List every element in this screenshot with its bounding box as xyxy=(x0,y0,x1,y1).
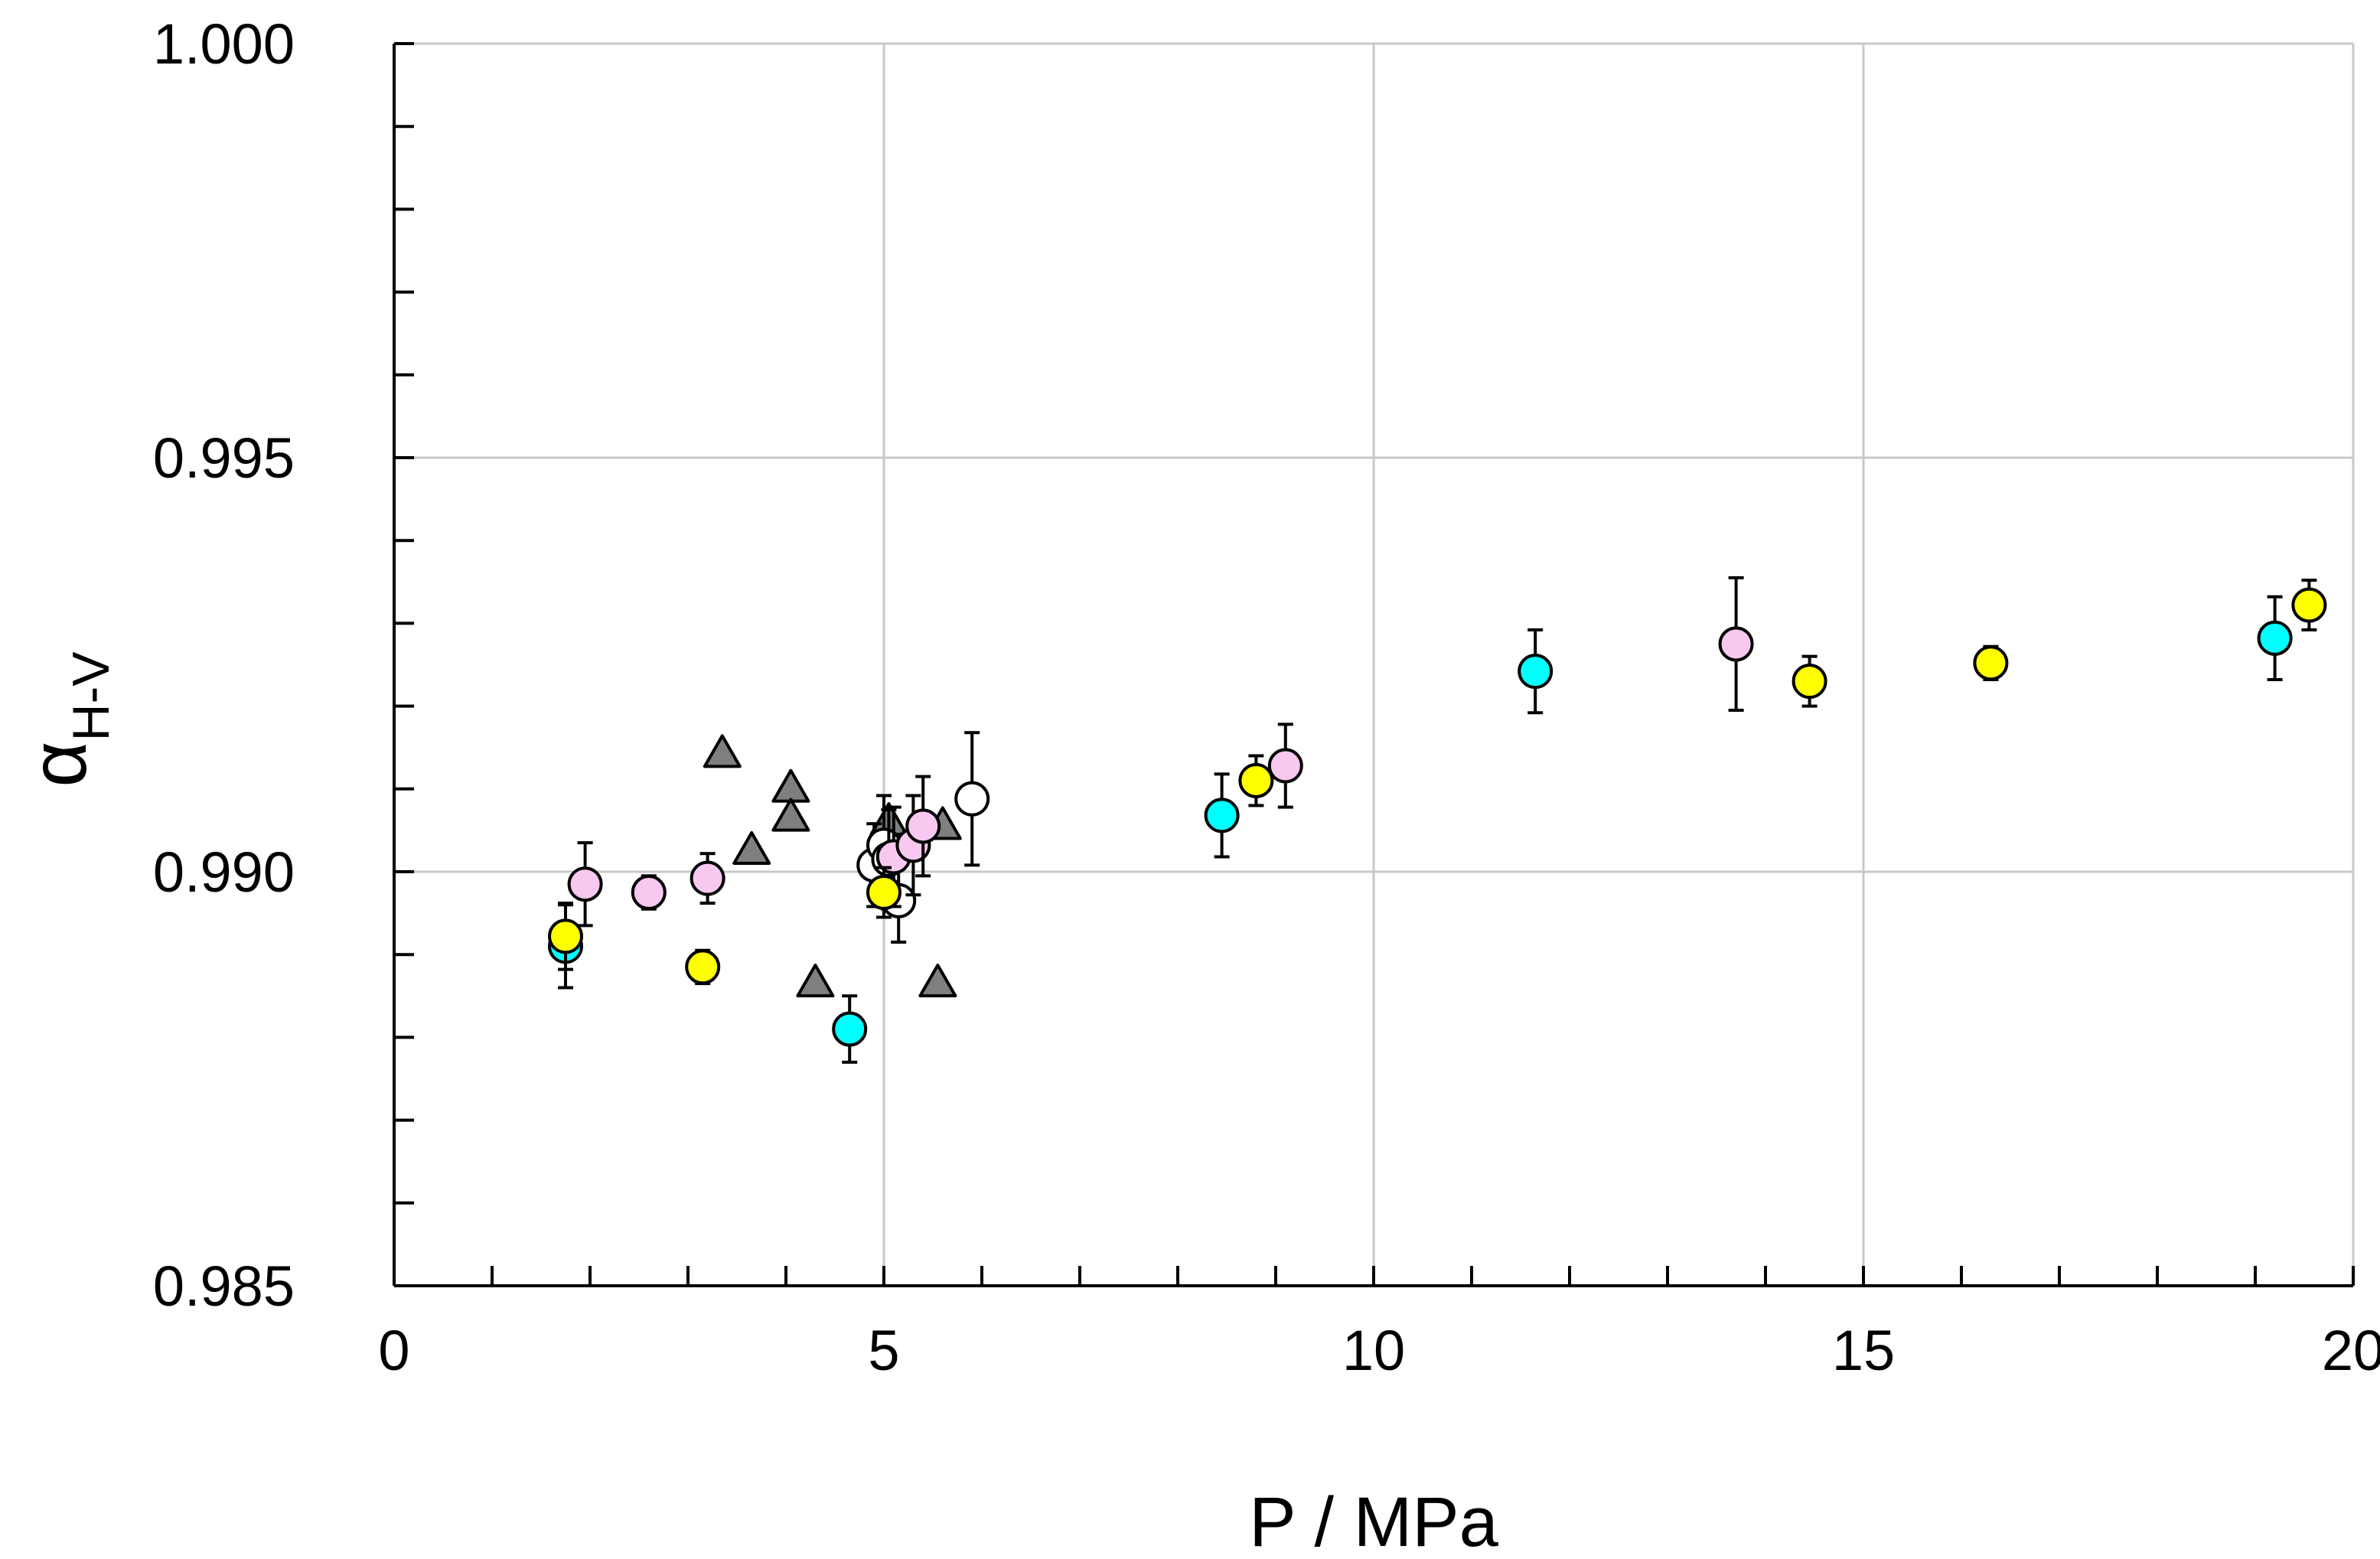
data-point-circle xyxy=(954,781,990,817)
y-tick-label: 1.000 xyxy=(153,12,295,76)
y-tick-label: 0.995 xyxy=(153,426,295,490)
axis-titles: P / MPa αH-V xyxy=(15,651,1499,1559)
axes xyxy=(393,42,2355,1287)
y-tick-label: 0.985 xyxy=(153,1254,295,1318)
data-point-triangle xyxy=(918,964,957,998)
data-point-circle xyxy=(2257,620,2293,656)
data-point-circle xyxy=(832,1011,868,1047)
series-cyan-circles xyxy=(548,595,2293,1064)
data-point-circle xyxy=(1718,626,1754,662)
data-point-circle xyxy=(567,866,603,902)
data-point-triangle xyxy=(771,768,810,803)
x-tick-label: 15 xyxy=(1832,1319,1895,1382)
y-axis-title-main: α xyxy=(15,741,103,787)
data-points xyxy=(548,576,2327,1064)
data-point-circle xyxy=(905,808,941,844)
grid xyxy=(394,42,2355,1286)
data-point-circle xyxy=(1204,797,1240,833)
data-point-triangle xyxy=(771,797,810,832)
y-tick-label: 0.990 xyxy=(153,840,295,904)
tick-labels: 0 5 10 15 20 0.985 0.990 0.995 1.000 xyxy=(153,12,2380,1382)
data-point-circle xyxy=(2291,587,2327,623)
y-axis-title-sub: H-V xyxy=(62,651,120,742)
y-axis-title: αH-V xyxy=(15,651,120,788)
data-point-circle xyxy=(1267,748,1303,784)
data-point-triangle xyxy=(796,964,835,998)
x-tick-label: 20 xyxy=(2322,1319,2380,1382)
data-point-triangle xyxy=(703,734,742,768)
data-point-circle xyxy=(1238,762,1274,798)
data-point-circle xyxy=(631,875,667,911)
data-point-circle xyxy=(548,918,583,954)
data-point-circle xyxy=(1518,654,1554,690)
series-yellow-circles xyxy=(548,579,2327,986)
data-point-circle xyxy=(1973,645,2009,681)
x-tick-label: 10 xyxy=(1342,1319,1405,1382)
data-point-circle xyxy=(1792,664,1827,700)
x-tick-label: 0 xyxy=(378,1319,409,1382)
series-pink-circles xyxy=(567,576,1754,928)
data-point-circle xyxy=(866,875,901,911)
data-point-triangle xyxy=(732,830,771,865)
data-point-circle xyxy=(690,860,725,896)
data-point-circle xyxy=(685,949,721,985)
x-tick-label: 5 xyxy=(868,1319,899,1382)
x-axis-title: P / MPa xyxy=(1249,1483,1498,1559)
